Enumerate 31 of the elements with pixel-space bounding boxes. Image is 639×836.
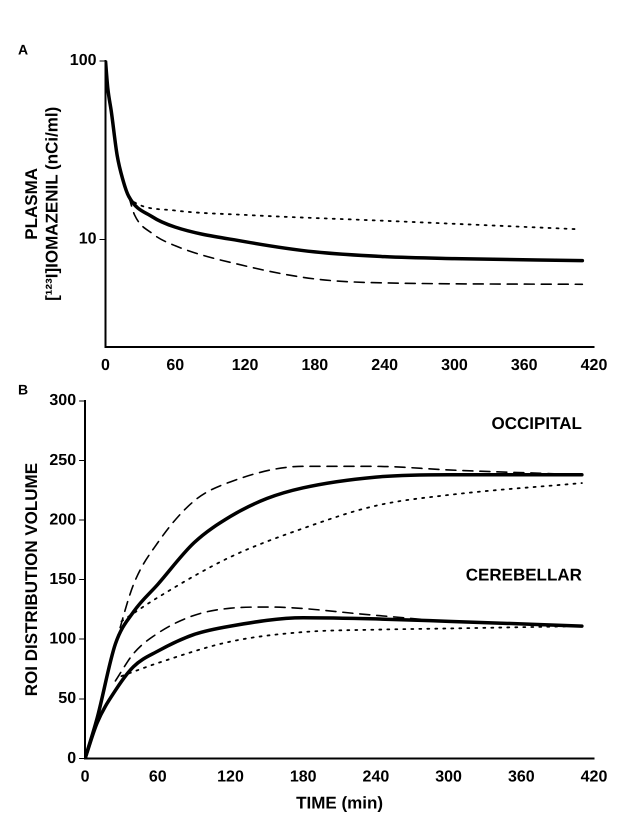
y-tick-label: 100	[49, 630, 76, 648]
x-tick-label: 120	[232, 356, 259, 374]
x-tick-label: 120	[217, 768, 244, 786]
x-tick-label: 420	[580, 356, 608, 374]
annotation: OCCIPITAL	[492, 414, 582, 433]
annotation: CEREBELLAR	[466, 565, 582, 584]
x-tick-label: 420	[580, 768, 608, 786]
y-tick-label: 100	[70, 52, 97, 70]
y-tick-label: 200	[49, 511, 76, 528]
y-tick-label: 250	[49, 452, 76, 469]
y-tick-label: 0	[67, 750, 76, 767]
y-tick-label: 300	[49, 392, 76, 410]
x-tick-label: 180	[302, 356, 328, 374]
x-tick-label: 360	[508, 768, 535, 786]
y-axis-title: ROI DISTRIBUTION VOLUME	[22, 462, 41, 696]
x-tick-label: 60	[166, 356, 184, 374]
x-tick-label: 300	[435, 768, 462, 786]
x-tick-label: 180	[290, 768, 317, 786]
x-tick-label: 0	[101, 356, 110, 374]
y-tick-label: 150	[49, 571, 76, 588]
x-tick-label: 60	[148, 768, 167, 786]
x-tick-label: 360	[510, 356, 538, 374]
y-tick-label: 50	[58, 690, 76, 708]
chart-title: B	[18, 381, 28, 398]
x-axis-title: TIME (min)	[296, 793, 383, 812]
y-axis-title: PLASMA [¹²³I]IOMAZENIL (nCi/ml)	[22, 106, 62, 301]
x-tick-label: 300	[441, 356, 468, 374]
x-tick-label: 240	[362, 768, 390, 786]
y-tick-label: 10	[78, 230, 97, 248]
chart-title: A	[18, 41, 28, 58]
x-tick-label: 240	[371, 356, 398, 374]
